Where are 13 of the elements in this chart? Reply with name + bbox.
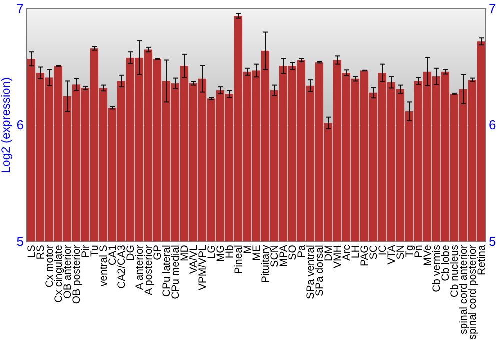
- y-tick-label: 5: [16, 234, 24, 250]
- y2-tick-label: 6: [489, 118, 496, 133]
- x-tick-label: DG: [125, 245, 138, 261]
- x-tick-label: MVe: [422, 244, 434, 266]
- y2-tick-label: 7: [489, 1, 496, 16]
- x-tick-label: A posterior: [143, 244, 156, 296]
- y-tick-label: 6: [16, 118, 24, 133]
- y-tick-label: 7: [16, 1, 24, 16]
- x-tick-label: RS: [35, 245, 48, 260]
- x-tick-label: Tg: [404, 245, 416, 258]
- x-tick-label: OB posterior: [71, 244, 84, 304]
- y2-tick-label: 5: [489, 234, 496, 250]
- y-axis-title: Log2 (expression): [0, 77, 13, 174]
